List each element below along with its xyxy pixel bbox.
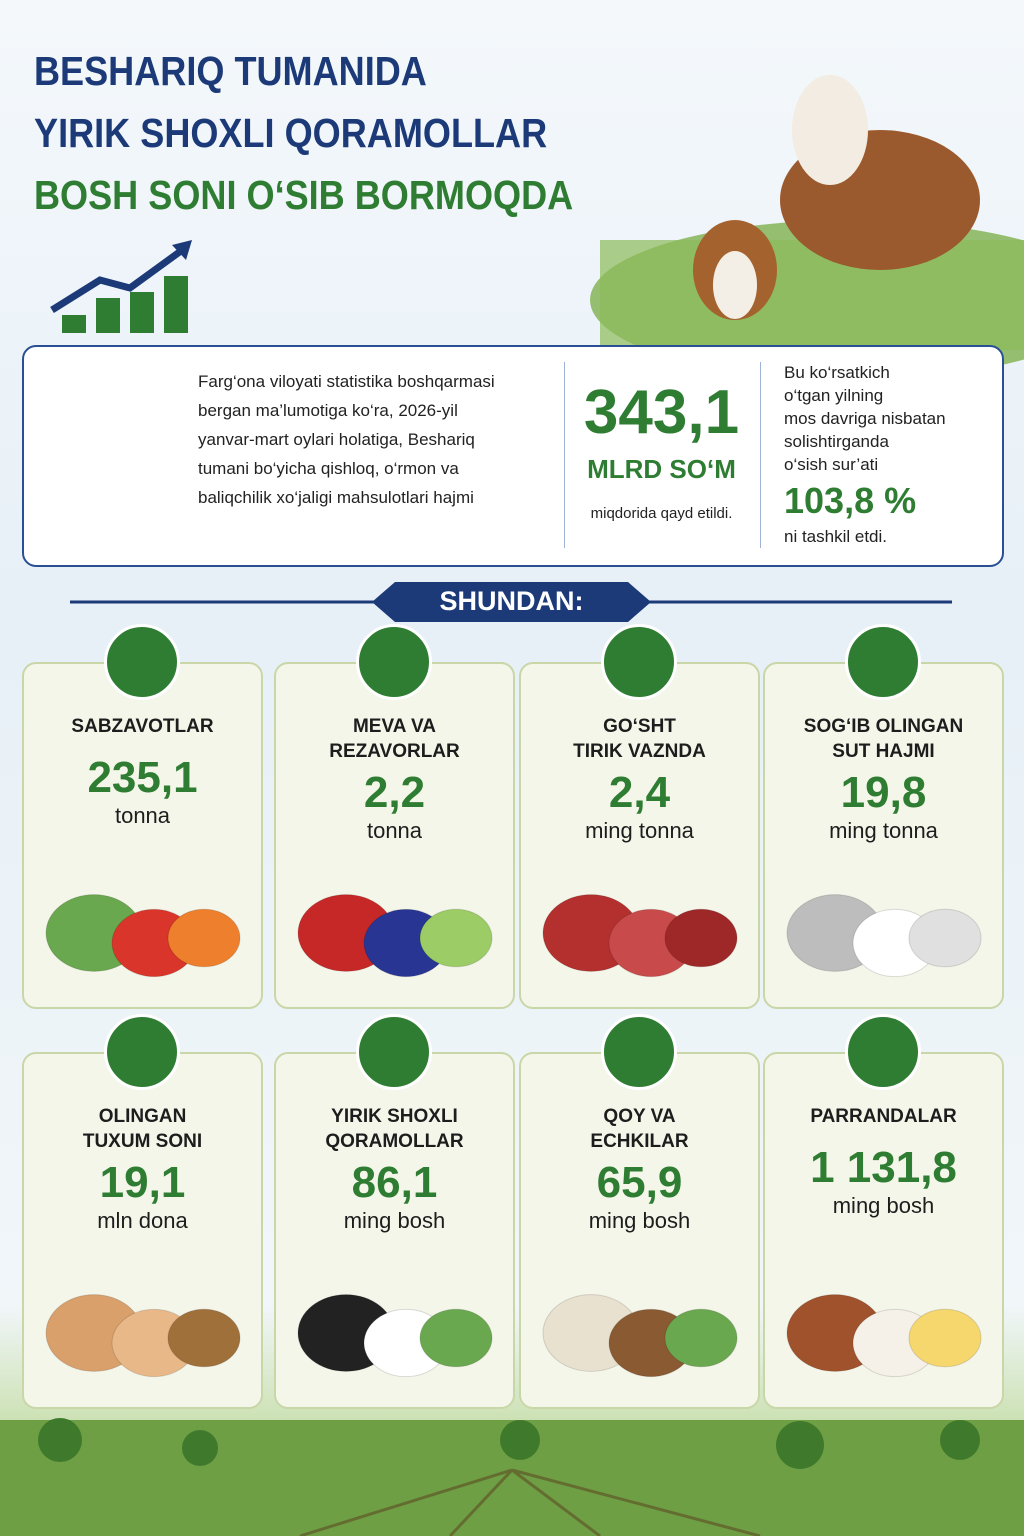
card-label: MEVA VA [352,716,437,737]
card-unit: mln dona [97,1208,188,1233]
card-text: PARRANDALAR 1 131,8 ming bosh [765,1104,1002,1219]
card-illustration [45,894,241,978]
text-line: yanvar-mart oylari holatiga, Beshariq [198,430,475,449]
card-label: SOG‘IB OLINGAN [803,716,964,737]
card-value: 2,2 [363,768,426,817]
card-illustration [297,894,493,978]
amount-note: miqdorida qayd etildi. [590,505,733,522]
stat-card: PARRANDALAR 1 131,8 ming bosh [763,1052,1004,1409]
card-label: PARRANDALAR [810,1106,957,1127]
card-label: TIRIK VAZNDA [573,741,706,762]
card-icon [845,624,921,700]
card-illustration [542,894,738,978]
card-text: YIRIK SHOXLI QORAMOLLAR 86,1 ming bosh [276,1104,513,1234]
text-line: Farg‘ona viloyati statistika boshqarmasi [198,372,495,391]
card-icon [356,624,432,700]
growth-line: mos davriga nisbatan [784,409,946,428]
text-line: tumani bo‘yicha qishloq, o‘rmon va [198,459,459,478]
stat-card: SOG‘IB OLINGAN SUT HAJMI 19,8 ming tonna [763,662,1004,1009]
card-value: 1 131,8 [810,1143,957,1192]
title-line: YIRIK SHOXLI QORAMOLLAR [34,110,548,156]
card-illustration [786,894,982,978]
card-illustration [542,1294,738,1378]
growth-block: Bu ko‘rsatkich o‘tgan yilning mos davrig… [784,361,946,551]
card-value: 19,1 [99,1158,186,1207]
card-value: 86,1 [351,1158,438,1207]
summary-box: Farg‘ona viloyati statistika boshqarmasi… [22,345,1004,567]
growth-line: o‘sish sur’ati [784,455,879,474]
stat-card: OLINGAN TUXUM SONI 19,1 mln dona [22,1052,263,1409]
card-value: 2,4 [608,768,671,817]
card-label: ECHKILAR [590,1131,689,1152]
card-text: QOY VA ECHKILAR 65,9 ming bosh [521,1104,758,1234]
stat-card: SABZAVOTLAR 235,1 tonna [22,662,263,1009]
card-value: 235,1 [87,753,198,802]
card-icon [845,1014,921,1090]
card-label: QORAMOLLAR [325,1131,464,1152]
card-icon [601,624,677,700]
stat-card: MEVA VA REZAVORLAR 2,2 tonna [274,662,515,1009]
growth-line: solishtirganda [784,432,889,451]
summary-text: Farg‘ona viloyati statistika boshqarmasi… [198,367,495,512]
card-icon [104,1014,180,1090]
stat-card: GO‘SHT TIRIK VAZNDA 2,4 ming tonna [519,662,760,1009]
amount-unit: MLRD SO‘M [587,454,736,484]
text-line: bergan ma’lumotiga ko‘ra, 2026-yil [198,401,458,420]
card-label: TUXUM SONI [82,1131,203,1152]
card-illustration [786,1294,982,1378]
card-icon [356,1014,432,1090]
stat-card: YIRIK SHOXLI QORAMOLLAR 86,1 ming bosh [274,1052,515,1409]
card-unit: ming tonna [585,818,694,843]
card-illustration [45,1294,241,1378]
card-unit: ming bosh [343,1208,446,1233]
card-unit: tonna [114,803,171,828]
card-text: MEVA VA REZAVORLAR 2,2 tonna [276,714,513,844]
title-line: BESHARIQ TUMANIDA [34,48,427,94]
section-title: SHUNDAN: [439,586,584,616]
card-text: SABZAVOTLAR 235,1 tonna [24,714,261,829]
card-label: GO‘SHT [603,716,676,737]
text-line: baliqchilik xo‘jaligi mahsulotlari hajmi [198,488,474,507]
card-icon [601,1014,677,1090]
card-value: 65,9 [596,1158,683,1207]
card-label: SABZAVOTLAR [71,716,214,737]
card-text: OLINGAN TUXUM SONI 19,1 mln dona [24,1104,261,1234]
amount-block: 343,1 MLRD SO‘M miqdorida qayd etildi. [564,377,759,522]
stat-card: QOY VA ECHKILAR 65,9 ming bosh [519,1052,760,1409]
card-unit: ming bosh [588,1208,691,1233]
card-unit: ming bosh [832,1193,935,1218]
card-value: 19,8 [840,768,927,817]
card-unit: tonna [366,818,423,843]
card-text: GO‘SHT TIRIK VAZNDA 2,4 ming tonna [521,714,758,844]
card-illustration [297,1294,493,1378]
card-label: OLINGAN [98,1106,187,1127]
card-label: REZAVORLAR [329,741,460,762]
title-line: BOSH SONI O‘SIB BORMOQDA [34,172,574,218]
card-text: SOG‘IB OLINGAN SUT HAJMI 19,8 ming tonna [765,714,1002,844]
growth-line: Bu ko‘rsatkich [784,363,890,382]
growth-value: 103,8 % [784,480,917,521]
card-unit: ming tonna [829,818,938,843]
growth-note: ni tashkil etdi. [784,527,887,546]
card-icon [104,624,180,700]
card-label: QOY VA [603,1106,676,1127]
amount: 343,1 [583,378,740,447]
card-label: YIRIK SHOXLI [331,1106,458,1127]
growth-line: o‘tgan yilning [784,386,884,405]
card-label: SUT HAJMI [832,741,935,762]
